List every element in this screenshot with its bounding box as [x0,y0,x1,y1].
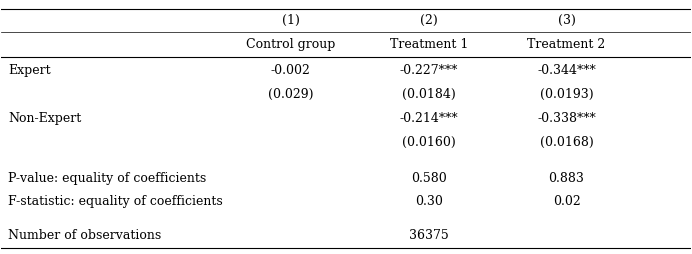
Text: 0.30: 0.30 [415,195,443,208]
Text: Treatment 1: Treatment 1 [390,38,468,51]
Text: (0.029): (0.029) [268,88,313,101]
Text: Expert: Expert [8,64,51,76]
Text: Treatment 2: Treatment 2 [527,38,606,51]
Text: -0.338***: -0.338*** [537,112,596,125]
Text: Control group: Control group [246,38,336,51]
Text: (0.0193): (0.0193) [540,88,593,101]
Text: (0.0168): (0.0168) [540,136,594,149]
Text: 0.02: 0.02 [553,195,581,208]
Text: -0.214***: -0.214*** [399,112,458,125]
Text: (2): (2) [420,14,437,27]
Text: 36375: 36375 [409,229,448,242]
Text: 0.580: 0.580 [411,172,446,185]
Text: Non-Expert: Non-Expert [8,112,82,125]
Text: (3): (3) [558,14,576,27]
Text: F-statistic: equality of coefficients: F-statistic: equality of coefficients [8,195,223,208]
Text: Number of observations: Number of observations [8,229,161,242]
Text: -0.227***: -0.227*** [399,64,458,76]
Text: 0.883: 0.883 [549,172,585,185]
Text: (0.0184): (0.0184) [402,88,455,101]
Text: -0.344***: -0.344*** [537,64,596,76]
Text: P-value: equality of coefficients: P-value: equality of coefficients [8,172,206,185]
Text: (0.0160): (0.0160) [402,136,455,149]
Text: (1): (1) [282,14,300,27]
Text: -0.002: -0.002 [271,64,311,76]
